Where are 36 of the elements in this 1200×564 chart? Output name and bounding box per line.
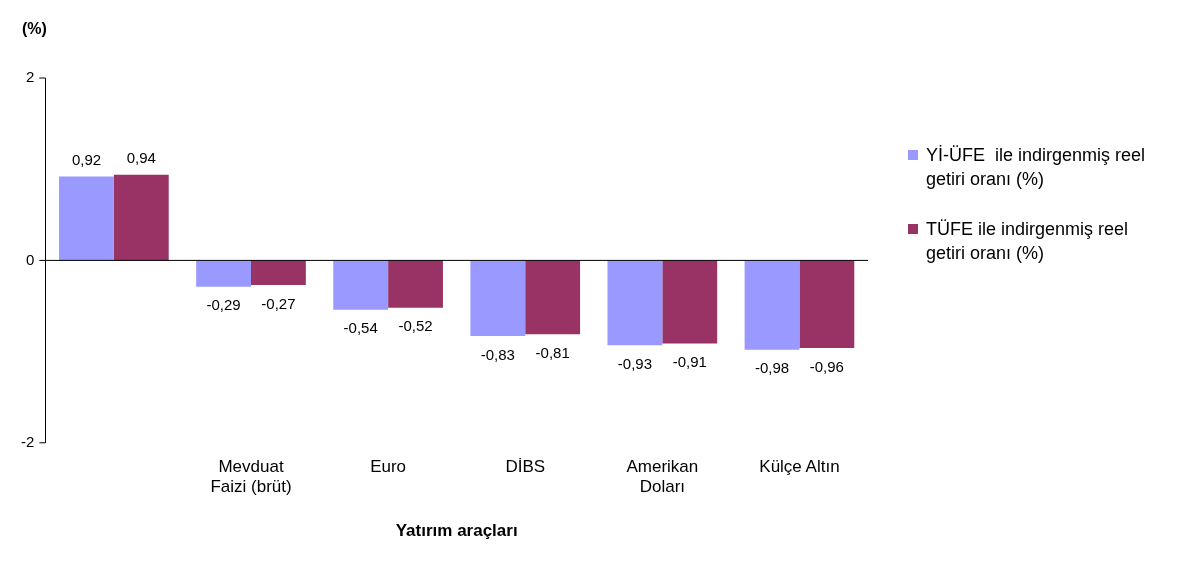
bar (59, 176, 114, 261)
legend-label: Yİ-ÜFE ile indirgenmiş reel getiri oranı (%) (926, 144, 1147, 191)
data-label: -0,96 (809, 357, 844, 375)
y-tick-label: 0 (25, 250, 35, 268)
data-label: -0,81 (535, 343, 570, 361)
data-label: -0,27 (261, 294, 296, 312)
y-tick-label: -2 (20, 432, 35, 450)
data-label: 0,94 (126, 149, 156, 167)
data-label: -0,83 (480, 345, 515, 363)
data-label: -0,52 (398, 317, 433, 335)
x-tick-label: Amerikan Doları (626, 456, 699, 497)
data-label: -0,91 (672, 353, 707, 371)
x-axis-title: Yatırım araçları (395, 521, 518, 541)
bar (525, 260, 581, 335)
x-tick-label: DİBS (505, 456, 546, 476)
bar (607, 260, 663, 346)
y-axis-title: (%) (22, 20, 47, 38)
bar (251, 260, 306, 286)
data-label: -0,93 (617, 354, 653, 372)
data-label: -0,29 (206, 296, 241, 314)
bar (388, 260, 443, 308)
x-tick-label: Euro (370, 456, 407, 476)
x-tick-label: Mevduat Faizi (brüt) (210, 456, 292, 497)
data-label: -0,98 (754, 359, 790, 377)
data-label: 0,92 (71, 151, 102, 169)
bar (196, 260, 251, 287)
legend-label: TÜFE ile indirgenmiş reel getiri oranı (%) (926, 218, 1130, 265)
x-tick-label: Külçe Altın (759, 456, 840, 476)
y-tick-label: 2 (25, 68, 35, 86)
bar (470, 260, 526, 337)
bar (662, 260, 718, 344)
bar (799, 260, 855, 348)
bar (113, 174, 169, 261)
bar (744, 260, 800, 350)
bar (333, 260, 389, 310)
data-label: -0,54 (343, 319, 378, 337)
